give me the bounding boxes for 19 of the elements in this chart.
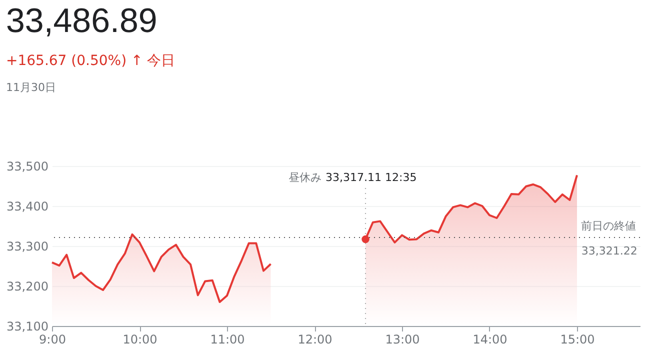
chart-subtitle: +165.67 (0.50%) ↑ 今日 [6,52,176,70]
y-tick-label: 33,100 [6,320,48,334]
x-tick-label: 10:00 [122,332,158,346]
y-tick-label: 33,200 [6,280,48,294]
x-tick-label: 11:00 [210,332,245,346]
x-tick-label: 15:00 [560,332,595,346]
x-tick-label: 9:00 [39,332,66,346]
annotation: 昼休み [288,171,322,184]
x-tick-label: 12:00 [298,332,332,346]
x-tick-label: 14:00 [472,332,508,346]
annotation: 33,321.22 [581,244,638,258]
y-tick-label: 33,500 [6,160,48,174]
y-tick-label: 33,300 [6,240,48,254]
chart-title: 33,486.89 [6,2,158,41]
annotation: 33,317.11 12:35 [326,171,417,184]
text: 11月30日 [6,80,56,95]
y-tick-label: 33,400 [6,200,48,214]
x-tick-label: 13:00 [385,332,420,346]
ref-line-label: 前日の終値 [581,220,636,233]
